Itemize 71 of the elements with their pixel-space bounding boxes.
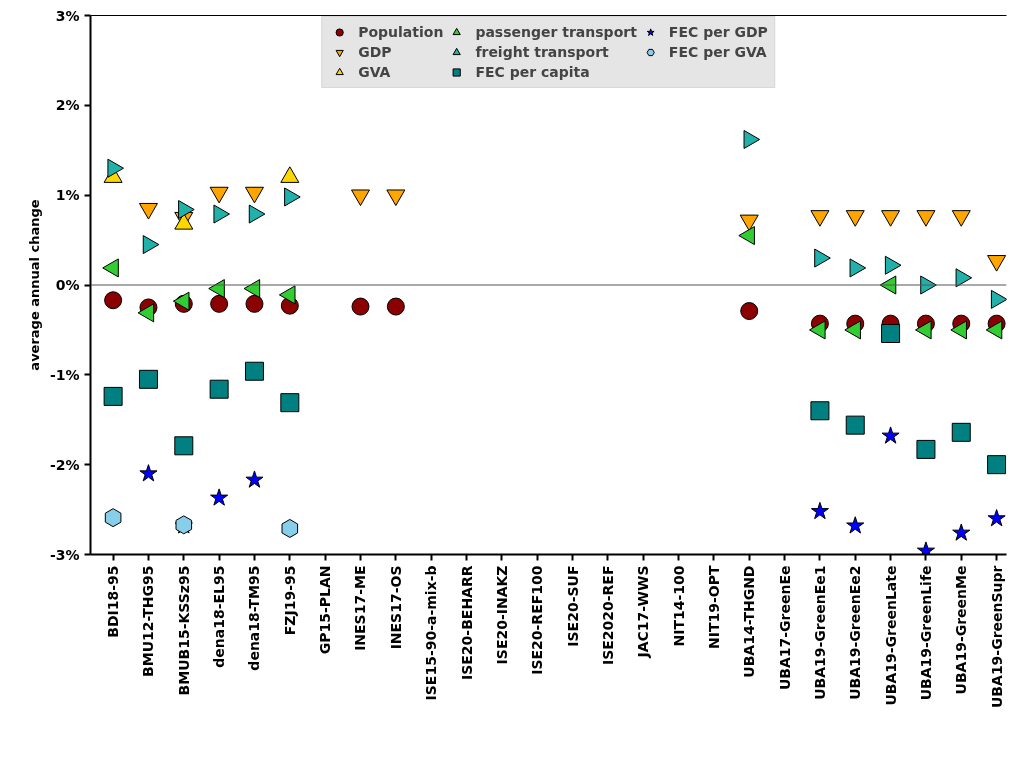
legend-label: FEC per GDP <box>668 24 768 40</box>
point <box>951 422 971 442</box>
x-tick-label: BDI18-95 <box>105 565 122 638</box>
x-tick-label: ISE20-SUF <box>564 565 581 647</box>
x-tick-label: GP15-PLAN <box>317 565 334 655</box>
x-tick-label: UBA19-GreenEe2 <box>847 565 864 700</box>
point <box>990 289 1007 309</box>
point <box>104 508 122 528</box>
x-tick-label: ISE2020-REF <box>599 565 616 666</box>
point <box>103 386 123 406</box>
x-tick-label: UBA19-GreenLate <box>882 565 899 706</box>
x-tick-label: NIT19-OPT <box>705 565 722 649</box>
x-tick-label: UBA17-GreenEe <box>776 565 793 691</box>
y-tick-label: -1% <box>49 366 80 383</box>
x-tick-label: dena18-EL95 <box>211 565 228 668</box>
point <box>987 509 1006 527</box>
legend-label: FEC per GVA <box>668 44 767 60</box>
legend-label: FEC per capita <box>475 64 590 80</box>
point <box>881 324 901 344</box>
point <box>139 464 158 482</box>
y-axis-title: average annual change <box>26 199 42 371</box>
x-tick-label: UBA14-THGND <box>741 565 758 678</box>
x-tick-label: UBA19-GreenEe1 <box>811 565 828 700</box>
y-tick-label: 0% <box>55 277 80 293</box>
point <box>210 488 229 506</box>
x-tick-label: ISE20-BEHARR <box>458 565 475 680</box>
x-tick-label: UBA19-GreenLife <box>917 565 934 701</box>
point <box>245 294 264 313</box>
point <box>810 401 830 421</box>
x-tick-label: UBA19-GreenSupr <box>988 565 1005 708</box>
x-tick-label: FZJ19-95 <box>281 565 298 636</box>
point <box>244 361 264 381</box>
point <box>104 291 123 310</box>
point <box>351 297 370 316</box>
x-tick-label: ISE20-INAKZ <box>493 565 510 665</box>
point <box>916 439 936 459</box>
point <box>386 297 405 316</box>
point <box>210 294 229 313</box>
legend-label: freight transport <box>475 44 609 60</box>
x-tick-label: NIT14-100 <box>670 565 687 647</box>
x-tick-label: UBA19-GreenMe <box>953 565 970 695</box>
x-tick-label: ISE20-REF100 <box>529 565 546 675</box>
point <box>952 523 971 541</box>
point <box>138 369 158 389</box>
point <box>810 501 829 520</box>
point <box>280 393 300 413</box>
legend-label: GDP <box>358 44 392 60</box>
x-tick-label: BMU12-THG95 <box>140 565 157 677</box>
y-tick-label: -2% <box>49 456 80 473</box>
legend-label: passenger transport <box>475 24 637 40</box>
x-tick-label: BMUB15-KSSz95 <box>175 565 192 696</box>
y-tick-label: 1% <box>55 187 80 204</box>
x-tick-label: JAC17-WWS <box>635 565 652 659</box>
point <box>740 302 759 321</box>
x-tick-label: INES17-OS <box>387 565 404 650</box>
point <box>987 455 1007 475</box>
point <box>281 518 299 538</box>
point <box>845 415 865 435</box>
y-tick-label: 2% <box>55 97 80 114</box>
x-tick-label: ISE15-90-a-mix-b <box>423 565 440 701</box>
point <box>209 379 229 399</box>
point <box>846 516 865 534</box>
point <box>881 426 900 444</box>
y-tick-label: -3% <box>49 546 80 563</box>
x-tick-label: dena18-TM95 <box>246 565 263 671</box>
point <box>174 436 194 456</box>
legend-label: GVA <box>358 64 391 80</box>
point <box>245 470 264 488</box>
x-tick-label: INES17-ME <box>352 565 369 651</box>
legend-label: Population <box>358 24 444 40</box>
y-tick-label: 3% <box>55 7 80 24</box>
